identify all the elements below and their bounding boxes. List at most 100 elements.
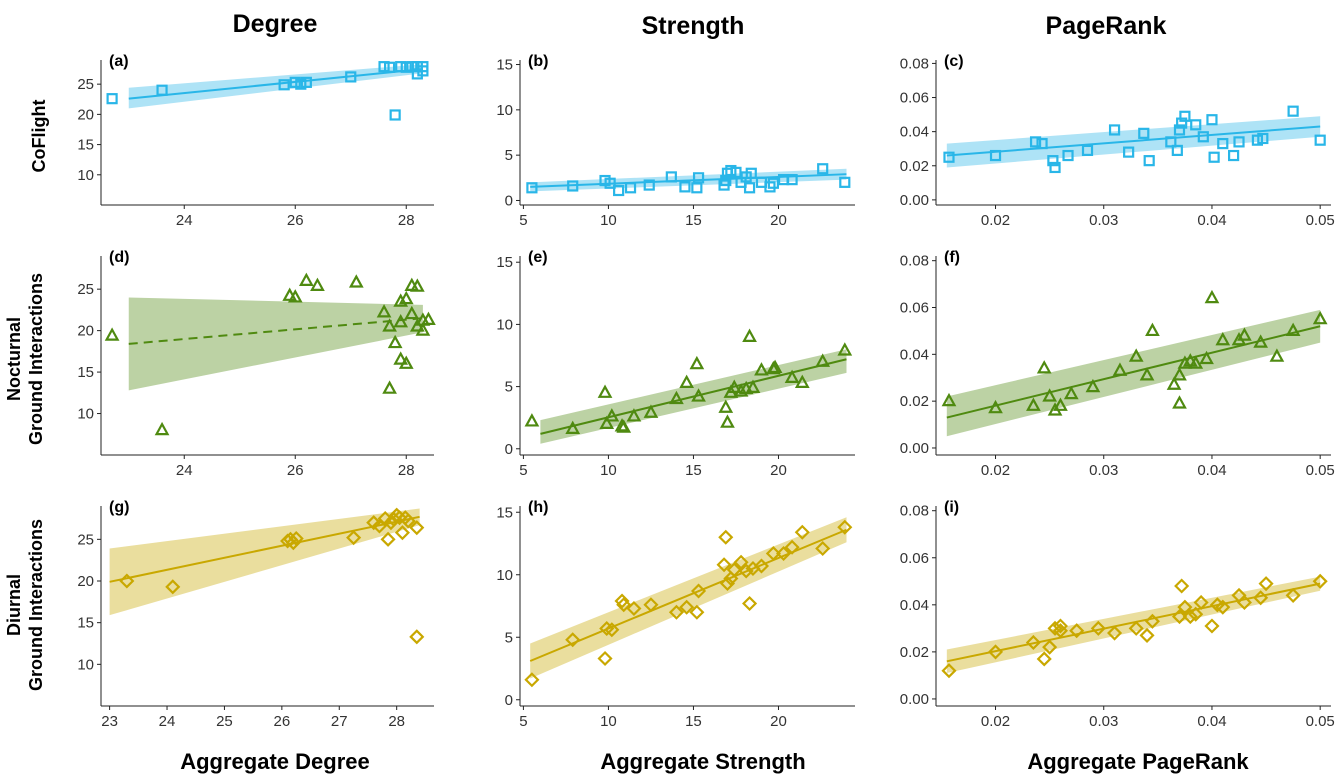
data-point <box>753 558 770 574</box>
data-point <box>298 272 314 286</box>
x-tick-label: 23 <box>101 713 118 730</box>
data-point <box>668 604 685 620</box>
y-tick-label: 0.04 <box>900 346 929 363</box>
data-point <box>1237 327 1252 341</box>
confidence-band <box>109 508 420 616</box>
x-tick-label: 5 <box>519 212 527 229</box>
data-point <box>400 513 416 529</box>
panel-letter: (e) <box>528 249 548 266</box>
data-point <box>689 604 705 620</box>
data-point <box>690 583 707 599</box>
x-tick-label: 26 <box>287 462 304 479</box>
data-point <box>1182 609 1198 625</box>
data-point <box>382 318 397 332</box>
data-point <box>1177 599 1193 615</box>
data-point <box>643 597 659 613</box>
data-point <box>1253 334 1269 348</box>
x-tick-label: 10 <box>600 713 617 730</box>
regression-line <box>530 173 847 188</box>
x-tick-label: 0.03 <box>1089 212 1118 229</box>
data-point <box>776 545 792 562</box>
y-tick-label: 10 <box>496 102 513 119</box>
data-point <box>1052 618 1069 634</box>
confidence-band <box>128 64 423 109</box>
x-tick-label: 20 <box>770 713 787 730</box>
data-point <box>597 650 613 667</box>
panel-letter: (b) <box>528 53 548 70</box>
data-point <box>1179 110 1191 122</box>
data-point <box>1204 289 1220 304</box>
y-tick-label: 10 <box>77 406 94 423</box>
data-point <box>1085 378 1101 393</box>
confidence-band <box>128 297 423 391</box>
data-point <box>524 672 540 688</box>
data-point <box>643 179 655 191</box>
panel-letter: (h) <box>528 499 548 516</box>
data-point <box>154 421 170 436</box>
data-point <box>1042 388 1057 402</box>
y-tick-label: 0 <box>505 441 513 458</box>
x-tick-label: 25 <box>216 713 233 730</box>
data-point <box>692 172 705 184</box>
y-tick-label: 15 <box>496 57 513 74</box>
panel-letter: (d) <box>109 249 129 266</box>
data-point <box>733 383 749 397</box>
y-tick-label: 15 <box>77 137 94 154</box>
data-point <box>1228 149 1240 162</box>
data-point <box>1171 144 1183 157</box>
y-tick-label: 15 <box>77 364 94 381</box>
data-point <box>1253 590 1269 606</box>
data-point <box>943 151 955 163</box>
x-tick-label: 0.02 <box>981 462 1010 479</box>
data-point <box>1173 124 1186 136</box>
data-point <box>380 531 396 547</box>
data-point <box>404 305 420 320</box>
x-tick-label: 0.04 <box>1197 713 1226 730</box>
y-tick-label: 15 <box>77 615 94 632</box>
data-point <box>382 380 397 394</box>
y-tick-label: 0.08 <box>900 503 929 520</box>
data-point <box>733 554 749 570</box>
data-point <box>837 519 853 535</box>
x-tick-label: 0.05 <box>1306 462 1335 479</box>
x-tick-label: 0.02 <box>981 713 1010 730</box>
data-point <box>300 76 312 88</box>
data-point <box>786 174 798 186</box>
data-point <box>165 579 181 595</box>
data-point <box>718 399 734 413</box>
data-point <box>839 176 851 188</box>
data-point <box>106 93 118 105</box>
x-tick-label: 5 <box>519 713 527 730</box>
data-point <box>1176 117 1188 129</box>
data-point <box>1287 105 1299 117</box>
x-tick-label: 28 <box>388 713 405 730</box>
x-tick-label: 0.05 <box>1306 212 1335 229</box>
data-point <box>1172 367 1187 381</box>
y-tick-label: 10 <box>77 167 94 184</box>
data-point <box>288 530 304 547</box>
data-point <box>1269 348 1285 362</box>
y-tick-label: 0.00 <box>900 440 929 457</box>
y-tick-label: 20 <box>77 323 94 340</box>
data-point <box>1026 397 1041 411</box>
regression-line <box>946 325 1321 419</box>
y-tick-label: 0 <box>505 692 513 709</box>
data-point <box>691 388 706 402</box>
y-tick-label: 10 <box>496 567 513 584</box>
data-point <box>726 562 742 578</box>
data-point <box>604 622 620 638</box>
x-tick-label: 26 <box>274 713 291 730</box>
regression-line <box>946 582 1321 663</box>
data-point <box>1206 114 1218 126</box>
y-tick-label: 5 <box>505 379 513 396</box>
data-point <box>784 369 800 383</box>
data-point <box>1047 155 1059 167</box>
x-tick-label: 15 <box>685 212 702 229</box>
data-point <box>613 184 625 197</box>
data-point <box>604 408 620 422</box>
x-tick-label: 0.02 <box>981 212 1010 229</box>
data-point <box>941 663 957 679</box>
data-point <box>1285 587 1301 603</box>
data-point <box>1049 161 1061 174</box>
y-tick-label: 0.04 <box>900 597 929 614</box>
